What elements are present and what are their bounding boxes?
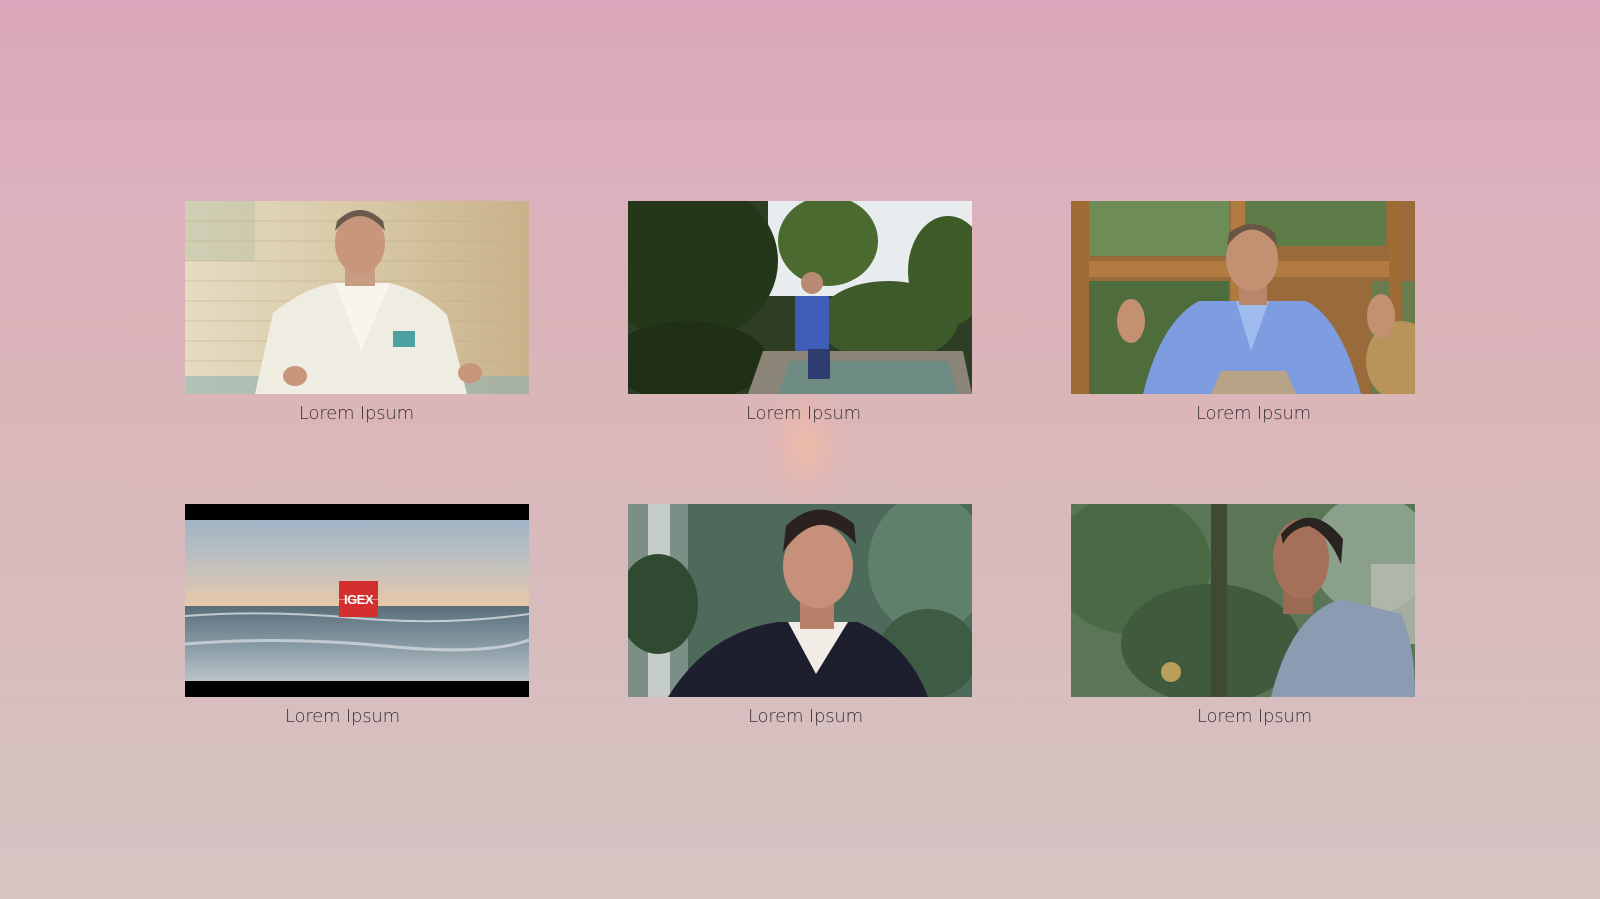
video-caption: Lorem Ipsum (285, 706, 400, 727)
thumbnail-image (628, 504, 972, 697)
video-thumbnail[interactable] (1071, 201, 1415, 394)
video-tile-4[interactable]: IGEX Lorem Ipsum (185, 504, 529, 727)
video-caption: Lorem Ipsum (746, 403, 861, 424)
igex-logo: IGEX (343, 592, 374, 607)
thumbnail-image (1071, 504, 1415, 697)
video-thumbnail[interactable] (628, 504, 972, 697)
thumbnail-image (185, 504, 529, 697)
video-tile-5[interactable]: Lorem Ipsum (628, 504, 972, 727)
video-caption: Lorem Ipsum (748, 706, 863, 727)
video-thumbnail[interactable] (628, 201, 972, 394)
video-thumbnail[interactable]: IGEX (185, 504, 529, 697)
video-caption: Lorem Ipsum (1196, 403, 1311, 424)
video-caption: Lorem Ipsum (299, 403, 414, 424)
thumbnail-image (628, 201, 972, 394)
video-tile-1[interactable]: Lorem Ipsum (185, 201, 529, 424)
video-tile-3[interactable]: Lorem Ipsum (1071, 201, 1415, 424)
video-tile-2[interactable]: Lorem Ipsum (628, 201, 972, 424)
thumbnail-image (185, 201, 529, 394)
thumbnail-image (1071, 201, 1415, 394)
video-tile-6[interactable]: Lorem Ipsum (1071, 504, 1415, 727)
video-thumbnail[interactable] (185, 201, 529, 394)
video-caption: Lorem Ipsum (1197, 706, 1312, 727)
video-thumbnail[interactable] (1071, 504, 1415, 697)
